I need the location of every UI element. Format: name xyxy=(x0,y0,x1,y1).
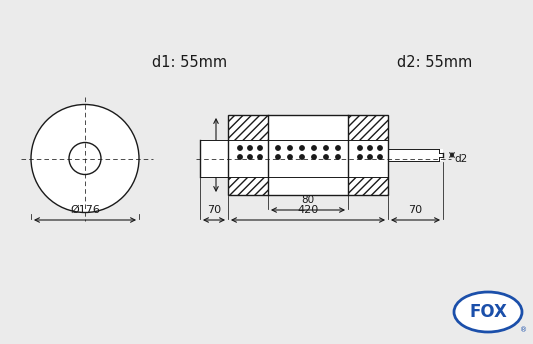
Circle shape xyxy=(358,155,362,159)
Bar xyxy=(228,115,268,195)
Bar xyxy=(228,115,388,195)
Text: d2: d2 xyxy=(454,153,467,163)
Circle shape xyxy=(238,146,242,150)
Ellipse shape xyxy=(454,292,522,332)
Text: 420: 420 xyxy=(297,205,319,215)
Bar xyxy=(348,140,388,177)
Bar xyxy=(228,140,268,177)
Bar xyxy=(388,149,443,161)
Circle shape xyxy=(378,155,382,159)
Circle shape xyxy=(336,155,340,159)
Circle shape xyxy=(248,155,252,159)
Circle shape xyxy=(312,146,316,150)
Text: Ø176: Ø176 xyxy=(70,205,100,215)
Circle shape xyxy=(336,146,340,150)
Circle shape xyxy=(368,155,372,159)
Circle shape xyxy=(288,146,292,150)
Text: d2: 55mm: d2: 55mm xyxy=(398,54,473,69)
Circle shape xyxy=(300,155,304,159)
Bar xyxy=(348,115,388,195)
Circle shape xyxy=(358,146,362,150)
Bar xyxy=(348,115,388,195)
Circle shape xyxy=(300,146,304,150)
Circle shape xyxy=(258,155,262,159)
Circle shape xyxy=(258,146,262,150)
Bar xyxy=(228,115,268,195)
Text: d1: 55mm: d1: 55mm xyxy=(152,54,228,69)
Circle shape xyxy=(312,155,316,159)
Circle shape xyxy=(69,142,101,174)
Circle shape xyxy=(276,146,280,150)
Circle shape xyxy=(288,155,292,159)
Circle shape xyxy=(276,155,280,159)
Circle shape xyxy=(378,146,382,150)
Circle shape xyxy=(248,146,252,150)
Bar xyxy=(268,115,348,195)
Text: FOX: FOX xyxy=(469,303,507,321)
Bar xyxy=(200,140,228,177)
Text: 80: 80 xyxy=(302,195,314,205)
Text: ®: ® xyxy=(520,327,528,333)
Circle shape xyxy=(324,155,328,159)
Text: d1: d1 xyxy=(219,153,232,163)
Circle shape xyxy=(238,155,242,159)
Circle shape xyxy=(324,146,328,150)
Text: 70: 70 xyxy=(207,205,221,215)
Circle shape xyxy=(368,146,372,150)
Text: 70: 70 xyxy=(408,205,423,215)
Circle shape xyxy=(31,105,139,213)
